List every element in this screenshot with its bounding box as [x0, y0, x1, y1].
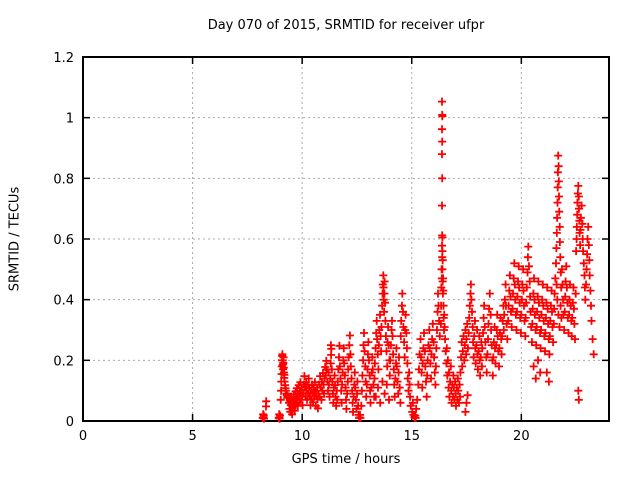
- y-tick-label: 0.2: [53, 354, 74, 369]
- x-tick-label: 5: [188, 429, 196, 444]
- y-tick-label: 0.6: [53, 233, 74, 248]
- x-tick-label: 0: [79, 429, 87, 444]
- chart-title: Day 070 of 2015, SRMTID for receiver ufp…: [207, 18, 485, 33]
- y-tick-label: 1.2: [53, 51, 74, 66]
- y-tick-label: 1: [66, 112, 74, 127]
- x-axis-label: GPS time / hours: [291, 452, 401, 467]
- y-axis-label: SRMTID / TECUs: [7, 186, 23, 292]
- y-tick-label: 0: [66, 415, 74, 430]
- y-tick-label: 0.4: [53, 294, 74, 309]
- x-tick-label: 15: [403, 429, 420, 444]
- x-tick-label: 10: [294, 429, 311, 444]
- x-tick-label: 20: [513, 429, 530, 444]
- y-tick-label: 0.8: [53, 172, 74, 187]
- data-points: [258, 97, 598, 423]
